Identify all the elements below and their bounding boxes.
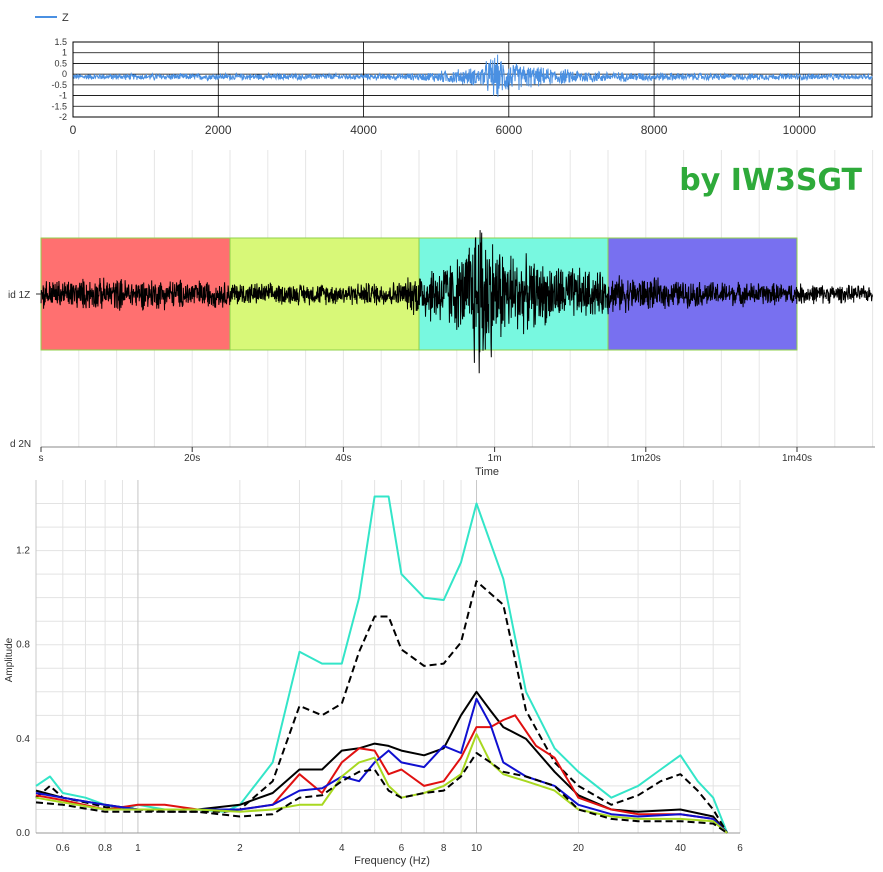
mid-x-ticks: s 20s 40s 1m 1m20s 1m40s (39, 447, 812, 464)
z-trace-line (72, 54, 873, 97)
bot-x-tick-label: 6 (737, 843, 743, 854)
bot-x-tick-label: 0.8 (98, 843, 112, 854)
bot-y-tick-label: 0.4 (16, 734, 30, 745)
bot-y-tick-label: 1.2 (16, 546, 30, 557)
bot-y-axis-title: Amplitude (4, 637, 15, 682)
bot-x-tick-label: 4 (339, 843, 345, 854)
trace-label-2: d 2N (10, 439, 31, 450)
top-x-tick-label: 6000 (495, 123, 522, 137)
mid-x-tick-label: 1m (488, 453, 502, 464)
bot-x-ticks: 0.6 0.8 1 2 4 6 8 10 20 40 6 (56, 843, 743, 854)
top-x-tick-label: 8000 (641, 123, 668, 137)
bot-x-tick-label: 1 (135, 843, 141, 854)
spectrum-series-lime-5 (35, 733, 728, 834)
top-x-tick-label: 0 (70, 123, 77, 137)
bot-x-tick-label: 6 (399, 843, 405, 854)
top-y-tick-label: 1 (62, 48, 67, 58)
legend-label-z: Z (62, 12, 69, 24)
bot-grid (35, 480, 741, 834)
spectrum-series (35, 495, 729, 834)
top-y-tick-label: 1.5 (54, 37, 67, 47)
top-y-tick-label: 0 (62, 69, 67, 79)
spectrum-series-blue-4 (35, 697, 728, 834)
bot-x-tick-label: 2 (237, 843, 243, 854)
trace-label-1: id 1Z (8, 290, 30, 301)
seismogram-trace (40, 230, 874, 374)
mid-x-tick-label: 40s (335, 453, 351, 464)
spectrum-chart: 0.0 0.4 0.8 1.2 0.6 0.8 1 2 4 6 8 10 20 40 6 Amplitud… (4, 480, 743, 867)
mid-x-tick-label: 1m40s (782, 453, 812, 464)
spectrum-series-black-6 (35, 752, 728, 834)
top-y-tick-label: -2 (59, 112, 67, 122)
top-y-tick-label: -1 (59, 91, 67, 101)
spectrum-series-teal-0 (35, 495, 729, 834)
bot-y-ticks: 0.0 0.4 0.8 1.2 (16, 546, 30, 839)
top-x-tick-label: 4000 (350, 123, 377, 137)
top-y-tick-label: 0.5 (54, 58, 67, 68)
seismogram-panel: id 1Z d 2N s 20s 40s 1m 1m20s 1m40s Time by I… (8, 150, 875, 478)
bot-x-tick-label: 8 (441, 843, 447, 854)
watermark-label: by IW3SGT (679, 163, 862, 198)
bot-y-tick-label: 0.0 (16, 828, 30, 839)
top-y-ticks: 1.510.50-0.5-1-1.5-2 (51, 37, 67, 122)
bot-x-axis-title: Frequency (Hz) (354, 855, 430, 867)
bot-x-tick-label: 10 (471, 843, 483, 854)
mid-x-tick-label: 20s (184, 453, 200, 464)
top-y-tick-label: -0.5 (51, 80, 67, 90)
bot-y-tick-label: 0.8 (16, 640, 30, 651)
bot-x-tick-label: 40 (675, 843, 687, 854)
top-trace-chart: Z 1.510.50-0.5-1-1.5-2 0 2000 4000 6000 8000… (35, 12, 873, 137)
top-x-tick-label: 2000 (205, 123, 232, 137)
bot-x-tick-label: 0.6 (56, 843, 70, 854)
top-y-tick-label: -1.5 (51, 101, 67, 111)
mid-x-tick-label: 1m20s (631, 453, 661, 464)
top-x-tick-label: 10000 (783, 123, 817, 137)
bot-x-tick-label: 20 (573, 843, 585, 854)
top-x-ticks: 0 2000 4000 6000 8000 10000 (70, 123, 817, 137)
mid-x-axis-title: Time (475, 466, 499, 478)
spectrum-series-black-1 (35, 580, 729, 834)
mid-x-tick-label: s (39, 453, 44, 464)
